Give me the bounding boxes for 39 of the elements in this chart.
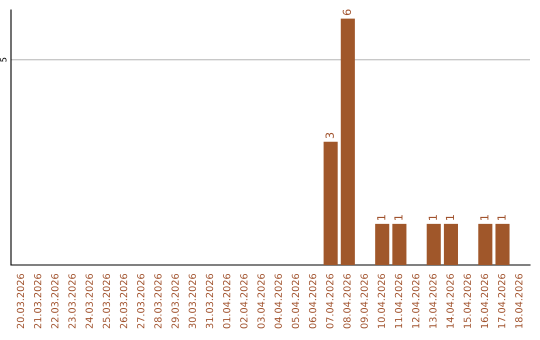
x-tick-label: 04.04.2026 — [274, 274, 282, 328]
x-tick-label: 27.03.2026 — [137, 274, 144, 328]
x-tick-label: 12.04.2026 — [412, 274, 420, 328]
data-label: 1 — [497, 215, 506, 220]
data-label: 1 — [377, 215, 386, 220]
x-tick-label: 30.03.2026 — [188, 274, 196, 328]
x-tick-label: 03.04.2026 — [257, 274, 265, 328]
x-tick-label: 10.04.2026 — [378, 274, 386, 328]
x-tick-label: 28.03.2026 — [154, 274, 162, 328]
x-tick-label: 15.04.2026 — [464, 274, 471, 328]
x-tick-label: 25.03.2026 — [102, 274, 110, 328]
x-tick-label: 20.03.2026 — [16, 274, 24, 328]
data-label: 1 — [394, 215, 402, 220]
x-tick-label: 11.04.2026 — [394, 274, 402, 328]
x-tick-label: 02.04.2026 — [240, 274, 248, 328]
x-tick-label: 29.03.2026 — [171, 274, 179, 328]
data-label: 6 — [342, 9, 352, 16]
x-tick-label: 18.04.2026 — [515, 274, 523, 328]
x-tick-label: 24.03.2026 — [86, 274, 93, 328]
x-tick-label: 26.03.2026 — [120, 274, 128, 328]
data-label: 1 — [446, 215, 454, 220]
x-tick-label: 17.04.2026 — [498, 274, 506, 328]
x-tick-label: 08.04.2026 — [343, 274, 351, 328]
x-tick-label: 06.04.2026 — [308, 274, 316, 328]
data-label: 3 — [325, 132, 334, 138]
x-tick-label: 13.04.2026 — [429, 274, 437, 328]
x-tick-label: 31.03.2026 — [206, 274, 214, 328]
ref-line-label: 5 — [0, 58, 6, 62]
data-label: 1 — [480, 215, 488, 220]
x-tick-label: 01.04.2026 — [223, 274, 230, 328]
x-tick-label: 07.04.2026 — [326, 274, 334, 328]
x-tick-label: 16.04.2026 — [480, 274, 488, 328]
x-tick-label: 14.04.2026 — [446, 274, 454, 328]
x-tick-label: 09.04.2026 — [360, 274, 368, 328]
x-tick-label: 23.03.2026 — [68, 274, 76, 328]
x-tick-label: 21.03.2026 — [34, 274, 42, 328]
x-tick-label: 05.04.2026 — [292, 274, 300, 328]
data-label: 1 — [428, 215, 437, 220]
x-tick-label: 22.03.2026 — [51, 274, 59, 328]
